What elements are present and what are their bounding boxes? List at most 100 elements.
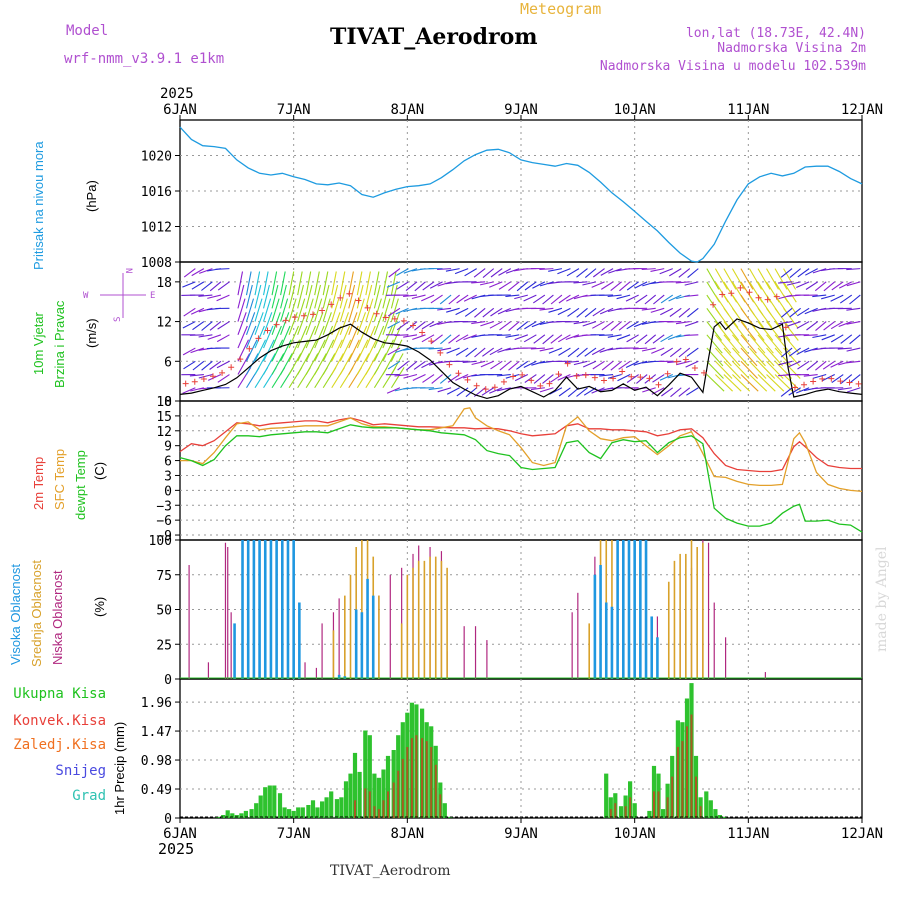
wind-arrow bbox=[804, 307, 818, 315]
wind-arrow bbox=[189, 373, 204, 377]
wind-arrow bbox=[685, 360, 699, 368]
wind-arrow bbox=[830, 360, 844, 368]
wind-arrow bbox=[530, 347, 545, 350]
station-title: TIVAT_Aerodrom bbox=[330, 24, 538, 50]
wind-arrow bbox=[706, 374, 725, 392]
wind-arrow bbox=[474, 347, 486, 358]
precip-conv-bar bbox=[609, 809, 612, 818]
wind-arrow bbox=[823, 281, 836, 292]
precip-conv-bar bbox=[695, 776, 697, 818]
gust-marker bbox=[255, 335, 262, 342]
wind-arrow bbox=[263, 312, 273, 335]
wind-arrow bbox=[846, 307, 861, 311]
wind-arrow bbox=[365, 312, 375, 335]
wind-arrow bbox=[837, 387, 852, 391]
wind-arrow bbox=[804, 347, 818, 353]
wind-arrow bbox=[280, 271, 286, 296]
wind-arrow bbox=[305, 284, 313, 309]
wind-arrow bbox=[687, 307, 699, 318]
precip-conv-bar bbox=[364, 788, 367, 818]
wind-arrow bbox=[356, 312, 367, 335]
wind-unit: (m/s) bbox=[84, 318, 99, 348]
wind-arrow bbox=[339, 271, 346, 296]
y-tick-label: 100 bbox=[149, 534, 172, 549]
wind-arrow bbox=[566, 268, 580, 277]
gust-marker bbox=[546, 380, 553, 387]
wind-arrow bbox=[305, 271, 312, 296]
wind-arrow bbox=[489, 321, 503, 329]
wind-arrow bbox=[687, 268, 699, 279]
precip-total-bar bbox=[243, 810, 248, 818]
precip-conv-bar bbox=[382, 800, 385, 818]
gust-marker bbox=[482, 386, 489, 393]
wind-arrow bbox=[201, 321, 213, 331]
wind-arrow bbox=[821, 334, 835, 341]
wind-arrow bbox=[670, 387, 682, 398]
wind-arrow bbox=[789, 268, 801, 279]
wind-arrow bbox=[830, 334, 844, 343]
wind-arrow bbox=[591, 347, 605, 356]
gust-marker bbox=[564, 360, 571, 367]
wind-arrow bbox=[516, 281, 529, 292]
wind-arrow bbox=[766, 268, 779, 290]
precip-conv-bar bbox=[653, 791, 655, 818]
y-tick-label: 1020 bbox=[141, 150, 172, 165]
wind-arrow bbox=[339, 284, 347, 309]
wind-arrow bbox=[641, 307, 656, 311]
wind-arrow bbox=[633, 321, 648, 328]
gust-marker bbox=[782, 324, 789, 331]
wind-arrow bbox=[395, 307, 409, 315]
wind-arrow bbox=[797, 360, 810, 370]
wind-arrow bbox=[523, 334, 537, 343]
wind-arrow bbox=[774, 334, 791, 354]
wind-arrow bbox=[812, 294, 827, 298]
wind-arrow bbox=[778, 321, 793, 325]
precip-legend-conv: Konvek.Kisa bbox=[13, 713, 106, 729]
precip-total-bar bbox=[306, 805, 311, 818]
wind-arrow bbox=[464, 268, 477, 277]
wind-arrow bbox=[607, 334, 622, 338]
wind-arrow bbox=[440, 334, 452, 345]
gust-marker bbox=[373, 310, 380, 317]
precip-total-bar bbox=[225, 810, 230, 818]
wind-arrow bbox=[599, 334, 614, 337]
wind-arrow bbox=[610, 321, 622, 332]
wind-arrow bbox=[305, 353, 319, 375]
precip-conv-bar bbox=[387, 791, 389, 818]
wind-arrow bbox=[437, 307, 452, 311]
y-tick-label: 12 bbox=[156, 425, 172, 440]
wind-arrow bbox=[182, 387, 196, 394]
wind-arrow bbox=[207, 294, 222, 299]
wind-arrow bbox=[608, 268, 622, 274]
precip-total-bar bbox=[357, 771, 362, 818]
wind-arrow bbox=[445, 268, 460, 272]
wind-arrow bbox=[405, 321, 418, 331]
wind-arrow bbox=[348, 298, 357, 322]
wind-arrow bbox=[530, 387, 545, 391]
wind-arrow bbox=[490, 268, 503, 278]
wind-arrow bbox=[584, 268, 597, 279]
x-tick-label-top: 8JAN bbox=[390, 102, 424, 118]
wind-arrow bbox=[557, 307, 571, 316]
wind-arrow bbox=[390, 325, 402, 349]
wind-arrow bbox=[558, 334, 571, 343]
precip-total-bar bbox=[263, 787, 268, 818]
precip-total-bar bbox=[254, 803, 259, 818]
precip-conv-bar bbox=[397, 770, 400, 818]
precip-total-bar bbox=[348, 773, 353, 818]
precip-conv-bar bbox=[430, 747, 433, 818]
precip-legend-snow: Snijeg bbox=[55, 763, 106, 779]
wind-arrow bbox=[412, 334, 426, 341]
wind-arrow bbox=[305, 339, 318, 362]
wind-arrow bbox=[182, 281, 196, 288]
precip-conv-bar bbox=[686, 726, 688, 818]
gust-marker bbox=[355, 297, 362, 304]
y-tick-label: 75 bbox=[156, 569, 172, 584]
wind-arrow bbox=[198, 334, 213, 338]
wind-arrow bbox=[216, 294, 230, 302]
gust-marker bbox=[655, 381, 662, 388]
wind-arrow bbox=[198, 294, 213, 297]
wind-arrow bbox=[557, 374, 571, 381]
precip-total-bar bbox=[343, 781, 349, 818]
x-tick-label-top: 10JAN bbox=[614, 102, 656, 118]
